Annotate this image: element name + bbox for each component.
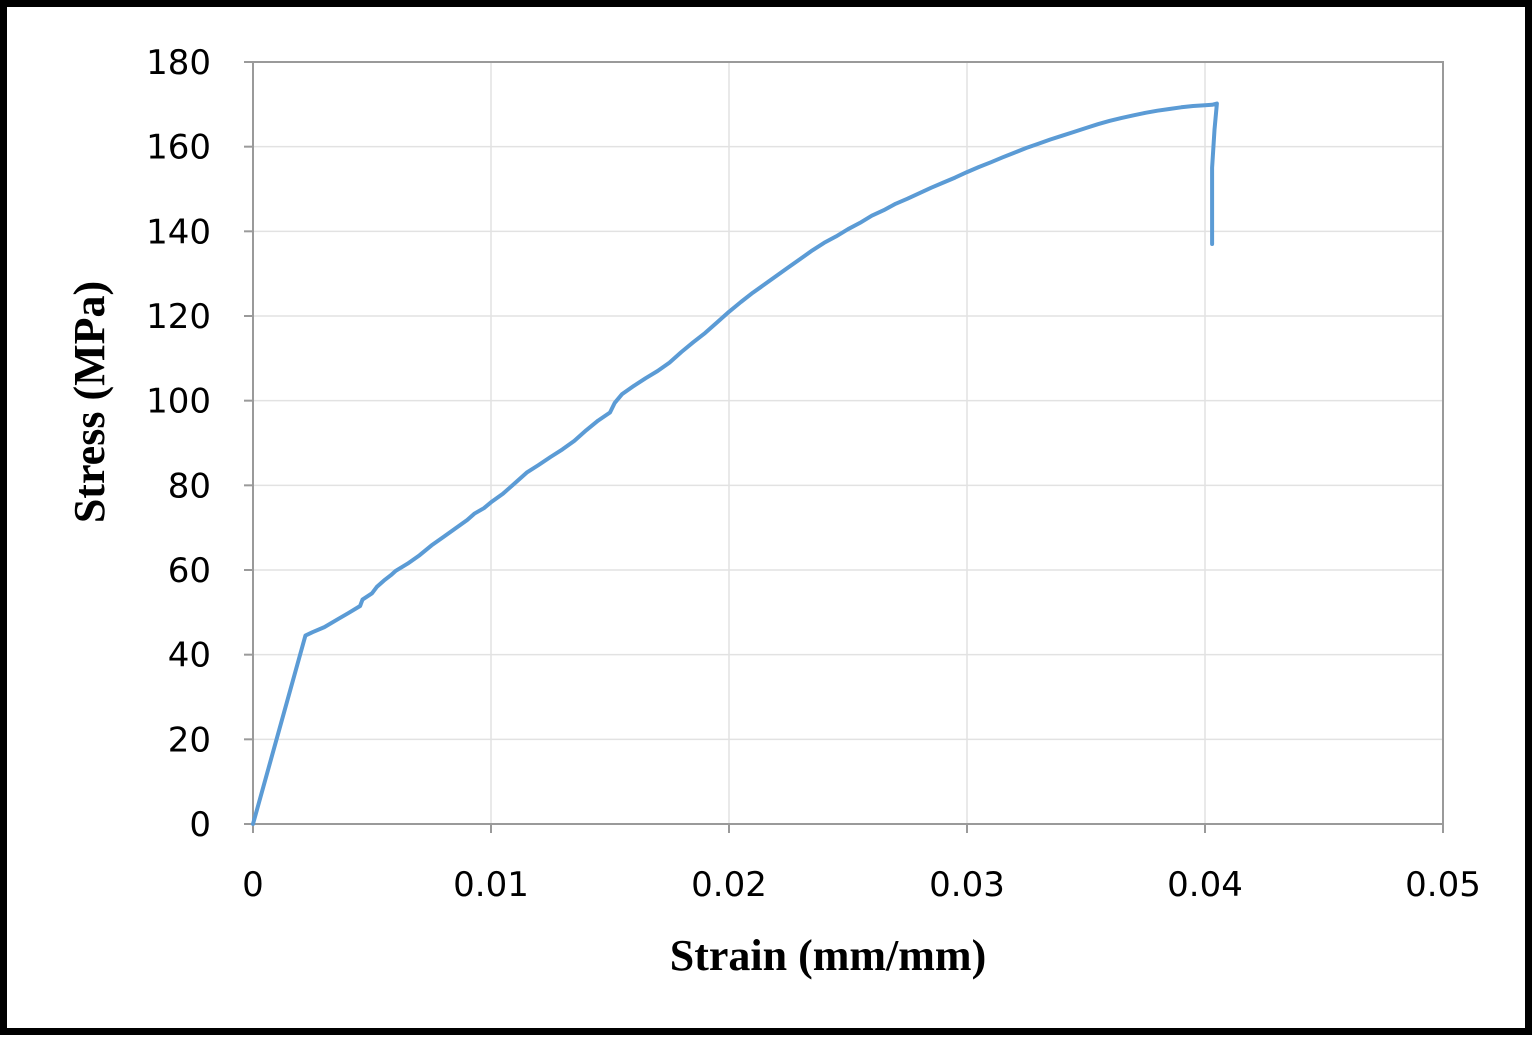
x-tick-label: 0.03	[929, 865, 1005, 905]
stress-strain-chart: 0 0.01 0.02 0.03 0.04 0.05 0 20 40 60 80 100 120 140 1…	[65, 43, 1481, 980]
y-tick-label: 140	[146, 212, 211, 252]
y-tick-label: 80	[168, 466, 211, 506]
x-tick-label: 0.04	[1167, 865, 1243, 905]
plot-area-border	[252, 61, 1444, 825]
y-tick-label: 180	[146, 43, 211, 83]
x-tick-label: 0.02	[691, 865, 767, 905]
y-axis-title: Stress (MPa)	[65, 281, 114, 523]
y-tick-label: 60	[168, 551, 211, 591]
axes	[244, 61, 1444, 833]
x-axis-title: Strain (mm/mm)	[670, 931, 987, 980]
x-tick-label: 0	[242, 865, 264, 905]
y-tick-label: 160	[146, 128, 211, 168]
x-tick-label: 0.01	[453, 865, 529, 905]
y-tick-label: 20	[168, 720, 211, 760]
series	[251, 101, 1219, 826]
x-tick-label: 0.05	[1405, 865, 1481, 905]
y-tick-label: 0	[189, 805, 211, 845]
stress-strain-series-line	[251, 101, 1219, 826]
y-tick-label: 40	[168, 636, 211, 676]
tick-labels: 0 0.01 0.02 0.03 0.04 0.05 0 20 40 60 80 100 120 140 1…	[146, 43, 1481, 905]
grid	[253, 61, 1444, 824]
y-tick-label: 120	[146, 297, 211, 337]
y-tick-label: 100	[146, 382, 211, 422]
